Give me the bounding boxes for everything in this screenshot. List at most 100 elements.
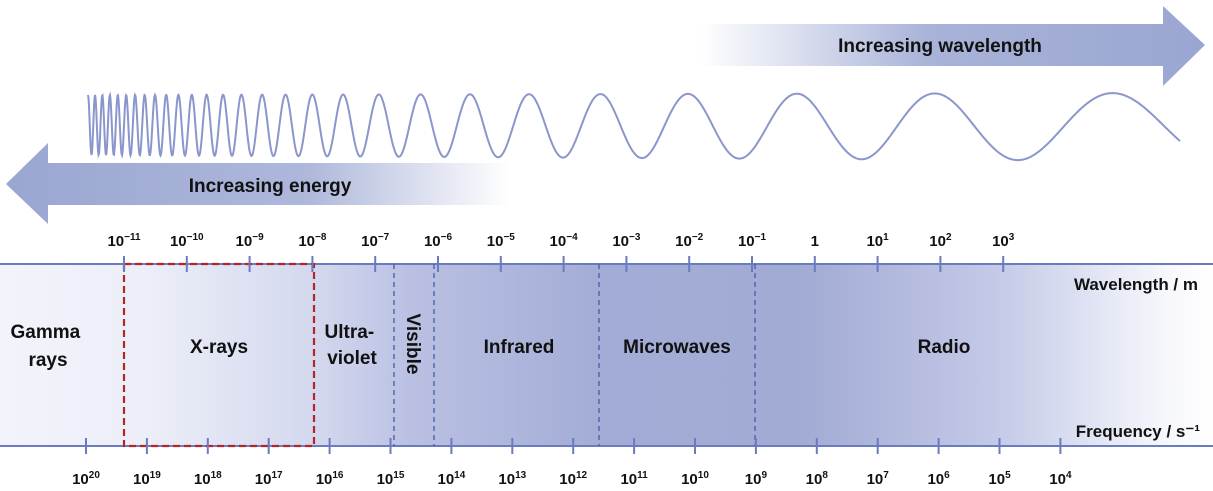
frequency-tick-label: 1012 [559, 470, 587, 488]
wavelength-tick-exponent: −5 [503, 232, 515, 243]
wavelength-tick-label: 10−3 [612, 232, 641, 250]
frequency-ticks: 1020 1019 1018 1017 1016 1015 1014 1013 1012 1011… [72, 438, 1072, 488]
wavelength-tick-exponent: −2 [692, 232, 704, 243]
frequency-tick-label: 1011 [620, 470, 648, 488]
frequency-tick-exponent: 18 [211, 470, 223, 481]
wavelength-tick-base: 10 [550, 233, 567, 250]
frequency-tick-label: 1010 [681, 470, 709, 488]
wavelength-tick-exponent: −3 [629, 232, 641, 243]
wavelength-tick-exponent: −10 [187, 232, 204, 243]
wavelength-tick-base: 10 [236, 233, 253, 250]
frequency-tick-exponent: 8 [822, 470, 828, 481]
frequency-tick-exponent: 15 [393, 470, 405, 481]
wavelength-tick-label: 10−9 [236, 232, 265, 250]
wavelength-tick-base: 10 [361, 233, 378, 250]
frequency-tick-base: 10 [1049, 471, 1066, 488]
wavelength-tick-label: 10−1 [738, 232, 767, 250]
wavelength-tick-label: 10−6 [424, 232, 453, 250]
spectrum-band [0, 264, 1213, 446]
frequency-tick-base: 10 [806, 471, 823, 488]
region-uv-label: Ultra- violet [325, 322, 380, 369]
frequency-tick-exponent: 7 [883, 470, 889, 481]
wavelength-tick-label: 102 [929, 232, 952, 250]
frequency-tick-label: 1017 [255, 470, 283, 488]
energy-arrow [6, 143, 510, 224]
frequency-tick-exponent: 16 [332, 470, 344, 481]
region-microwaves-label: Microwaves [623, 337, 731, 358]
frequency-tick-exponent: 17 [271, 470, 283, 481]
region-infrared-label: Infrared [484, 337, 555, 358]
wavelength-tick-exponent: −6 [441, 232, 453, 243]
wavelength-tick-label: 10−8 [298, 232, 327, 250]
wavelength-tick-label: 10−10 [170, 232, 204, 250]
region-gamma-label: Gamma rays [11, 322, 86, 371]
frequency-tick-exponent: 11 [637, 470, 648, 481]
wavelength-tick-label: 10−7 [361, 232, 390, 250]
frequency-tick-label: 107 [867, 470, 890, 488]
frequency-tick-base: 10 [681, 471, 698, 488]
wavelength-tick-base: 10 [992, 233, 1009, 250]
frequency-tick-label: 1014 [437, 470, 465, 488]
frequency-tick-base: 10 [867, 471, 884, 488]
region-visible-label: Visible [402, 314, 423, 375]
frequency-tick-exponent: 14 [454, 470, 466, 481]
region-gamma-line-1: Gamma [11, 322, 81, 343]
frequency-tick-exponent: 9 [761, 470, 767, 481]
frequency-tick-base: 10 [194, 471, 211, 488]
wavelength-tick-base: 10 [170, 233, 187, 250]
wavelength-tick-exponent: 2 [946, 232, 952, 243]
frequency-tick-base: 10 [316, 471, 333, 488]
wavelength-tick-exponent: 1 [883, 232, 889, 243]
region-xrays-label: X-rays [190, 337, 248, 358]
wave-curve [87, 91, 1181, 162]
frequency-tick-label: 1016 [316, 470, 344, 488]
frequency-tick-base: 10 [72, 471, 89, 488]
frequency-tick-label: 104 [1049, 470, 1072, 488]
wavelength-tick-base: 10 [298, 233, 315, 250]
wavelength-tick-exponent: −1 [755, 232, 767, 243]
region-uv-line-1: Ultra- [325, 322, 375, 343]
frequency-tick-label: 1019 [133, 470, 161, 488]
frequency-tick-base: 10 [927, 471, 944, 488]
frequency-tick-exponent: 13 [515, 470, 527, 481]
wavelength-tick-base: 10 [738, 233, 755, 250]
wavelength-tick-base: 1 [811, 233, 819, 250]
wavelength-tick-base: 10 [487, 233, 504, 250]
wavelength-tick-exponent: −8 [315, 232, 327, 243]
region-radio-label: Radio [918, 337, 971, 358]
frequency-tick-label: 105 [988, 470, 1011, 488]
frequency-tick-base: 10 [377, 471, 394, 488]
wavelength-tick-label: 10−5 [487, 232, 516, 250]
region-gamma-line-2: rays [28, 350, 67, 371]
frequency-tick-label: 106 [927, 470, 950, 488]
wavelength-tick-base: 10 [107, 233, 124, 250]
wavelength-tick-base: 10 [612, 233, 629, 250]
frequency-tick-exponent: 10 [698, 470, 710, 481]
frequency-tick-base: 10 [988, 471, 1005, 488]
wavelength-tick-label: 10−11 [107, 232, 141, 250]
frequency-tick-base: 10 [620, 471, 637, 488]
frequency-tick-label: 1013 [498, 470, 526, 488]
frequency-tick-exponent: 6 [944, 470, 950, 481]
wavelength-tick-exponent: 3 [1009, 232, 1015, 243]
frequency-tick-label: 1020 [72, 470, 100, 488]
energy-arrow-label: Increasing energy [189, 176, 352, 197]
frequency-tick-base: 10 [745, 471, 762, 488]
wavelength-tick-exponent: −4 [566, 232, 578, 243]
wavelength-tick-label: 10−2 [675, 232, 704, 250]
frequency-tick-exponent: 4 [1066, 470, 1072, 481]
wavelength-tick-base: 10 [424, 233, 441, 250]
frequency-tick-label: 108 [806, 470, 829, 488]
frequency-axis-title: Frequency / s⁻¹ [1076, 422, 1201, 441]
frequency-tick-label: 1015 [377, 470, 405, 488]
frequency-tick-label: 109 [745, 470, 768, 488]
wavelength-tick-base: 10 [866, 233, 883, 250]
wavelength-tick-label: 103 [992, 232, 1015, 250]
frequency-tick-label: 1018 [194, 470, 222, 488]
frequency-tick-exponent: 19 [150, 470, 162, 481]
wavelength-tick-base: 10 [929, 233, 946, 250]
wavelength-arrow [700, 6, 1205, 86]
xrays-highlight-box [122, 262, 316, 448]
wavelength-tick-label: 101 [866, 232, 889, 250]
